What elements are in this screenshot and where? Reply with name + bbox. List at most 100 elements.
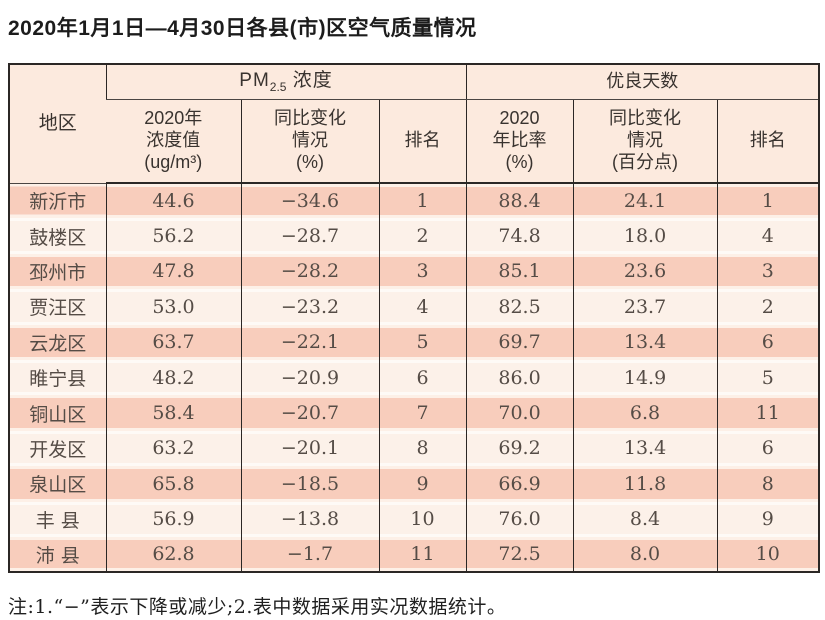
pm-change-cell: −23.2 <box>240 289 379 325</box>
table-row: 贾汪区 53.0 −23.2 4 82.5 23.7 2 <box>9 289 820 325</box>
days-change-cell: 11.8 <box>572 466 718 502</box>
days-rank-cell: 3 <box>716 253 820 290</box>
pm-value-cell: 56.9 <box>105 501 241 537</box>
pm-change-cell: −1.7 <box>240 536 379 573</box>
pm-value-header-cell: 2020年 浓度值 (ug/m³) <box>106 99 241 184</box>
pm-change-cell: −13.8 <box>240 501 379 537</box>
pm-change-cell: −34.6 <box>240 183 379 219</box>
pm-value-cell: 65.8 <box>105 466 241 502</box>
pm-change-cell: −20.7 <box>240 395 379 431</box>
region-cell: 睢宁县 <box>9 359 106 396</box>
pm-rank-cell: 9 <box>378 466 467 502</box>
pm-change-cell: −28.2 <box>240 253 379 290</box>
pm-rank-cell: 4 <box>378 289 467 325</box>
days-ratio-cell: 69.2 <box>465 430 574 467</box>
region-cell: 铜山区 <box>9 395 106 431</box>
pm25-label: PM2.5 浓度 <box>239 70 333 94</box>
region-cell: 鼓楼区 <box>9 218 106 254</box>
days-ratio-cell: 76.0 <box>465 501 574 537</box>
region-cell: 丰 县 <box>9 501 106 537</box>
air-quality-table: 地区 PM2.5 浓度 优良天数 2020年 浓度值 (ug/m³) 同比变化 … <box>8 63 821 574</box>
days-ratio-cell: 86.0 <box>465 359 574 396</box>
days-rank-cell: 5 <box>716 359 820 396</box>
days-change-cell: 13.4 <box>572 324 718 360</box>
days-rank-cell: 8 <box>716 466 820 502</box>
days-ratio-cell: 69.7 <box>465 324 574 360</box>
days-rank-header-cell: 排名 <box>716 99 820 184</box>
days-change-cell: 14.9 <box>572 359 718 396</box>
footnote: 注:1.“−”表示下降或减少;2.表中数据采用实况数据统计。 <box>8 596 507 619</box>
days-ratio-cell: 70.0 <box>465 395 574 431</box>
days-rank-cell: 6 <box>716 324 820 360</box>
pm-value-cell: 63.7 <box>105 324 241 360</box>
table-row: 睢宁县 48.2 −20.9 6 86.0 14.9 5 <box>9 359 820 396</box>
days-change-header-cell: 同比变化 情况 (百分点) <box>572 99 718 184</box>
table-row: 邳州市 47.8 −28.2 3 85.1 23.6 3 <box>9 253 820 290</box>
table-row: 新沂市 44.6 −34.6 1 88.4 24.1 1 <box>9 183 820 219</box>
pm-rank-cell: 5 <box>378 324 467 360</box>
good-days-group-header: 优良天数 <box>465 64 820 100</box>
region-cell: 沛 县 <box>9 536 106 573</box>
pm25-prefix: PM <box>239 70 270 92</box>
pm-rank-cell: 6 <box>378 359 467 396</box>
days-ratio-cell: 82.5 <box>465 289 574 325</box>
days-rank-cell: 4 <box>716 218 820 254</box>
table-body: 新沂市 44.6 −34.6 1 88.4 24.1 1 鼓楼区 56.2 −28.7 2 74.8 1… <box>9 183 820 573</box>
region-cell: 云龙区 <box>9 324 106 360</box>
region-cell: 邳州市 <box>9 253 106 290</box>
days-rank-cell: 2 <box>716 289 820 325</box>
pm-value-cell: 47.8 <box>105 253 241 290</box>
region-cell: 新沂市 <box>9 183 106 219</box>
table-header: 地区 PM2.5 浓度 优良天数 2020年 浓度值 (ug/m³) 同比变化 … <box>9 64 820 184</box>
table-row: 开发区 63.2 −20.1 8 69.2 13.4 6 <box>9 430 820 467</box>
header-group-row: 地区 PM2.5 浓度 优良天数 <box>9 64 820 184</box>
days-change-cell: 23.6 <box>572 253 718 290</box>
days-ratio-cell: 66.9 <box>465 466 574 502</box>
pm-change-cell: −18.5 <box>240 466 379 502</box>
table-row: 鼓楼区 56.2 −28.7 2 74.8 18.0 4 <box>9 218 820 254</box>
days-rank-cell: 9 <box>716 501 820 537</box>
pm-value-cell: 62.8 <box>105 536 241 573</box>
days-change-cell: 18.0 <box>572 218 718 254</box>
pm-rank-header-cell: 排名 <box>378 99 467 184</box>
days-rank-cell: 11 <box>716 395 820 431</box>
pm25-suffix: 浓度 <box>286 70 333 92</box>
days-ratio-cell: 72.5 <box>465 536 574 573</box>
days-change-cell: 6.8 <box>572 395 718 431</box>
pm25-subscript: 2.5 <box>269 79 287 94</box>
pm-rank-cell: 2 <box>378 218 467 254</box>
pm-change-cell: −20.1 <box>240 430 379 467</box>
days-change-cell: 13.4 <box>572 430 718 467</box>
days-ratio-cell: 85.1 <box>465 253 574 290</box>
days-ratio-cell: 88.4 <box>465 183 574 219</box>
pm-value-cell: 44.6 <box>105 183 241 219</box>
days-change-cell: 24.1 <box>572 183 718 219</box>
region-cell: 开发区 <box>9 430 106 467</box>
table-row: 沛 县 62.8 −1.7 11 72.5 8.0 10 <box>9 536 820 573</box>
pm-rank-cell: 7 <box>378 395 467 431</box>
pm-change-cell: −22.1 <box>240 324 379 360</box>
days-rank-cell: 6 <box>716 430 820 467</box>
table-row: 铜山区 58.4 −20.7 7 70.0 6.8 11 <box>9 395 820 431</box>
pm-value-cell: 56.2 <box>105 218 241 254</box>
pm-value-cell: 58.4 <box>105 395 241 431</box>
region-header-cell: 地区 <box>9 64 106 184</box>
pm-rank-cell: 11 <box>378 536 467 573</box>
region-cell: 泉山区 <box>9 466 106 502</box>
pm-rank-cell: 3 <box>378 253 467 290</box>
pm-value-cell: 63.2 <box>105 430 241 467</box>
days-ratio-header-cell: 2020 年比率 (%) <box>465 99 574 184</box>
pm-change-cell: −28.7 <box>240 218 379 254</box>
header-sub-row: 2020年 浓度值 (ug/m³) 同比变化 情况 (%) 排名 2020 年比… <box>9 99 820 184</box>
table-row: 泉山区 65.8 −18.5 9 66.9 11.8 8 <box>9 466 820 502</box>
days-change-cell: 23.7 <box>572 289 718 325</box>
pm-value-cell: 48.2 <box>105 359 241 396</box>
region-cell: 贾汪区 <box>9 289 106 325</box>
table-row: 丰 县 56.9 −13.8 10 76.0 8.4 9 <box>9 501 820 537</box>
pm-rank-cell: 8 <box>378 430 467 467</box>
page: 2020年1月1日—4月30日各县(市)区空气质量情况 地区 PM2.5 浓度 … <box>8 12 821 619</box>
pm-value-cell: 53.0 <box>105 289 241 325</box>
table-row: 云龙区 63.7 −22.1 5 69.7 13.4 6 <box>9 324 820 360</box>
page-title: 2020年1月1日—4月30日各县(市)区空气质量情况 <box>8 17 477 40</box>
pm-rank-cell: 1 <box>378 183 467 219</box>
